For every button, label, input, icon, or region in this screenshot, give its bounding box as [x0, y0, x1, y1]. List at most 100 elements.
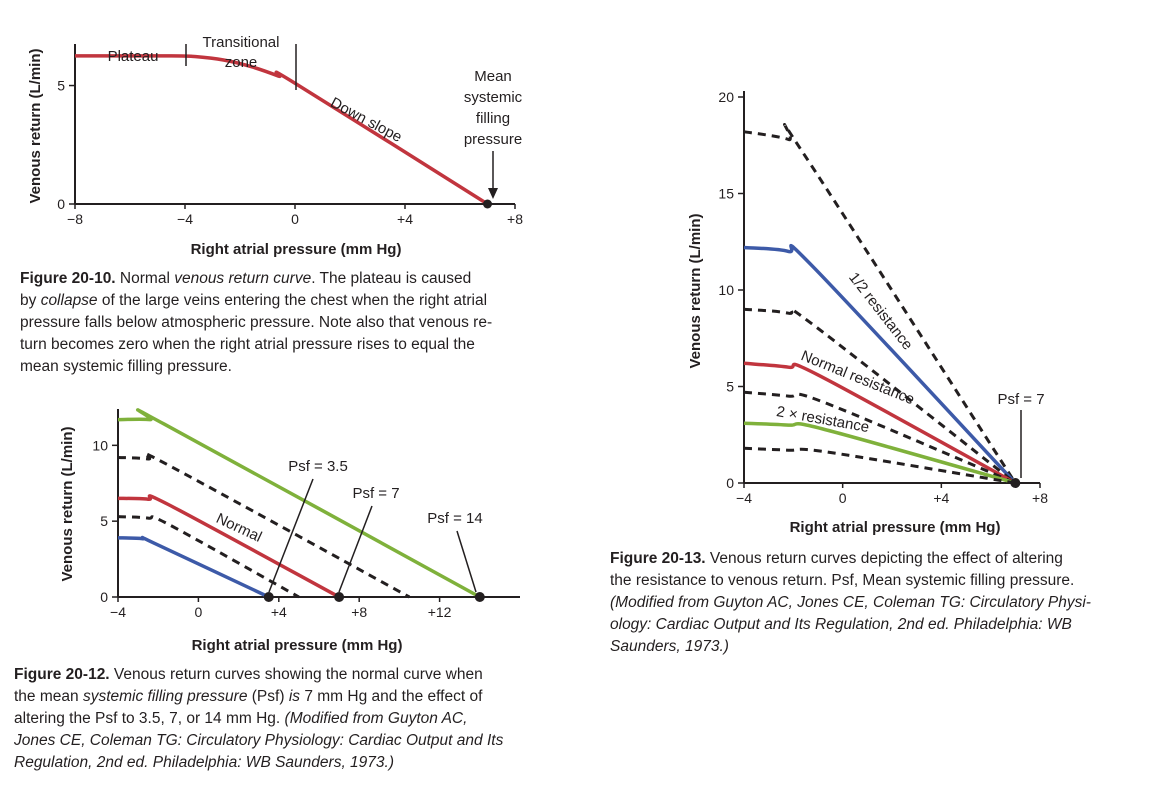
caption-line: by collapse of the large veins entering …	[20, 290, 540, 312]
psf-endpoint-dot-0	[263, 592, 274, 602]
caption-text: Figure 20-13.	[610, 550, 706, 567]
figure-20-12-caption: Figure 20-12. Venous return curves showi…	[14, 664, 538, 774]
x-tick-label: +4	[271, 604, 287, 620]
y-tick-label: 5	[57, 78, 65, 94]
caption-text: collapse	[40, 292, 98, 309]
caption-text: ology: Cardiac Output and Its Regulation…	[610, 616, 1072, 633]
caption-line: Figure 20-10. Normal venous return curve…	[20, 268, 540, 290]
x-tick-label: +4	[933, 490, 949, 506]
dashed-curve-2	[743, 307, 1017, 485]
x-tick-label: +12	[428, 604, 452, 620]
dashed-curve-4	[743, 390, 1016, 485]
caption-text: Venous return curves showing the normal …	[109, 666, 483, 683]
caption-text: pressure falls below atmospheric pressur…	[20, 314, 493, 331]
caption-text: Jones CE, Coleman TG: Circulatory Physio…	[14, 732, 504, 749]
psf-14-pointer	[456, 530, 477, 593]
caption-text: venous return curve	[174, 270, 312, 287]
caption-text: Normal	[115, 270, 175, 287]
caption-line: (Modified from Guyton AC, Jones CE, Cole…	[610, 592, 1135, 614]
transitional-zone-label-line2: zone	[225, 54, 258, 71]
caption-text: the resistance to venous return. Psf, Me…	[610, 572, 1075, 589]
caption-line: the mean systemic filling pressure (Psf)…	[14, 686, 538, 708]
caption-line: pressure falls below atmospheric pressur…	[20, 312, 540, 334]
caption-text: the mean	[14, 688, 83, 705]
dashed-curve-1	[117, 451, 411, 599]
x-tick-label: +8	[351, 604, 367, 620]
x-tick-label: +4	[397, 211, 413, 227]
green-curve-5	[743, 421, 1016, 485]
y-tick-label: 15	[718, 186, 734, 202]
caption-text: of the large veins entering the chest wh…	[97, 292, 488, 309]
psf-endpoint-dot-2	[474, 592, 485, 602]
caption-text: mean systemic filling pressure.	[20, 358, 232, 375]
psf-endpoint-dot	[1010, 478, 1021, 488]
dashed-curve-3	[117, 515, 300, 599]
caption-text: (Modified from Guyton AC, Jones CE, Cole…	[610, 594, 1091, 611]
x-axis-title: Right atrial pressure (mm Hg)	[191, 241, 402, 258]
dashed-curve-6	[743, 446, 1016, 485]
normal-curve-line	[74, 54, 489, 206]
caption-text: (Modified from Guyton AC,	[284, 710, 468, 727]
x-tick-label: +8	[507, 211, 523, 227]
msfp-label-line1: Mean	[474, 68, 512, 85]
caption-line: Figure 20-12. Venous return curves showi…	[14, 664, 538, 686]
psf-endpoint-dot-1	[334, 592, 345, 602]
caption-text: Regulation, 2nd ed. Philadelphia: WB Sau…	[14, 754, 394, 771]
x-axis-title: Right atrial pressure (mm Hg)	[790, 519, 1001, 536]
caption-line: Figure 20-13. Venous return curves depic…	[610, 548, 1135, 570]
caption-text: systemic filling pressure	[82, 688, 248, 705]
caption-text: is	[288, 688, 301, 705]
blue-curve-1	[743, 243, 1017, 485]
x-tick-label: +8	[1032, 490, 1048, 506]
psf-7-label: Psf = 7	[352, 485, 399, 502]
y-axis-title: Venous return (L/min)	[59, 426, 76, 581]
red-curve-3	[743, 361, 1017, 485]
y-tick-label: 0	[57, 196, 65, 212]
x-axis-title: Right atrial pressure (mm Hg)	[192, 637, 403, 654]
y-tick-label: 0	[100, 589, 108, 605]
y-tick-label: 5	[100, 513, 108, 529]
caption-line: the resistance to venous return. Psf, Me…	[610, 570, 1135, 592]
caption-text: Figure 20-10.	[20, 270, 116, 287]
msfp-endpoint-dot	[483, 199, 492, 209]
y-axis-title: Venous return (L/min)	[27, 48, 44, 203]
psf-7-label: Psf = 7	[997, 391, 1044, 408]
caption-line: turn becomes zero when the right atrial …	[20, 334, 540, 356]
x-tick-label: −4	[736, 490, 752, 506]
caption-text: Figure 20-12.	[14, 666, 110, 683]
caption-text: (Psf)	[247, 688, 289, 705]
figure-20-13-caption: Figure 20-13. Venous return curves depic…	[610, 548, 1135, 658]
msfp-arrow-head	[488, 188, 498, 199]
y-tick-label: 10	[718, 282, 734, 298]
caption-line: ology: Cardiac Output and Its Regulation…	[610, 614, 1135, 636]
caption-line: altering the Psf to 3.5, 7, or 14 mm Hg.…	[14, 708, 538, 730]
caption-text: Saunders, 1973.)	[610, 638, 729, 655]
double-resistance-label: 2 × resistance	[775, 403, 870, 436]
y-tick-label: 20	[718, 89, 734, 105]
y-axis-title: Venous return (L/min)	[687, 213, 704, 368]
caption-text: turn becomes zero when the right atrial …	[20, 336, 475, 353]
psf-3-5-pointer	[268, 478, 314, 593]
y-tick-label: 10	[92, 437, 108, 453]
caption-text: . The plateau is caused	[311, 270, 472, 287]
caption-line: Jones CE, Coleman TG: Circulatory Physio…	[14, 730, 538, 752]
x-tick-label: 0	[291, 211, 299, 227]
caption-text: 7 mm Hg and the effect of	[300, 688, 483, 705]
msfp-label-line4: pressure	[464, 131, 522, 148]
x-tick-label: −4	[177, 211, 193, 227]
caption-line: mean systemic filling pressure.	[20, 356, 540, 378]
transitional-zone-label-line1: Transitional	[203, 34, 280, 51]
caption-text: Venous return curves depicting the effec…	[705, 550, 1063, 567]
psf-14-label: Psf = 14	[427, 510, 482, 527]
msfp-label-line2: systemic	[464, 89, 523, 106]
caption-line: Regulation, 2nd ed. Philadelphia: WB Sau…	[14, 752, 538, 774]
x-tick-label: 0	[839, 490, 847, 506]
psf-3-5-label: Psf = 3.5	[288, 458, 348, 475]
x-tick-label: −8	[67, 211, 83, 227]
figure-20-10-caption: Figure 20-10. Normal venous return curve…	[20, 268, 540, 378]
msfp-label-line3: filling	[476, 110, 510, 127]
caption-text: by	[20, 292, 41, 309]
y-tick-label: 5	[726, 379, 734, 395]
